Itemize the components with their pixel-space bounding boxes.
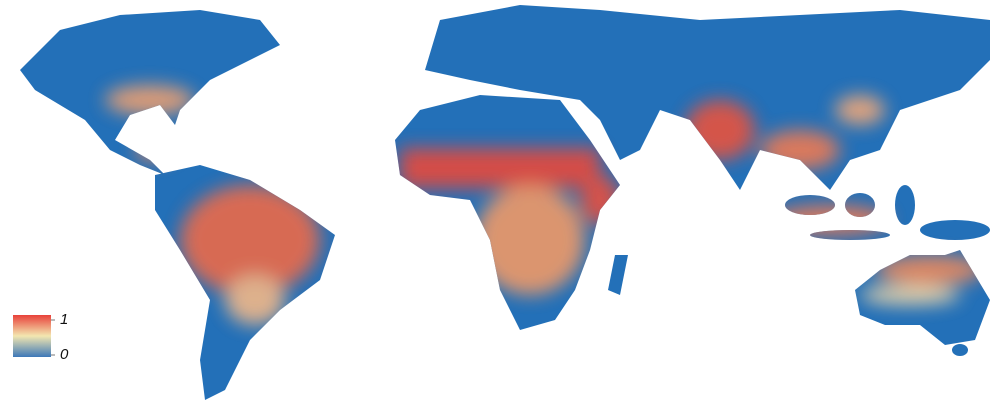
- legend-min-label: 0: [60, 346, 69, 363]
- legend-color-bar: [13, 315, 51, 357]
- legend: 1 0: [13, 311, 69, 363]
- legend-max-label: 1: [60, 311, 68, 328]
